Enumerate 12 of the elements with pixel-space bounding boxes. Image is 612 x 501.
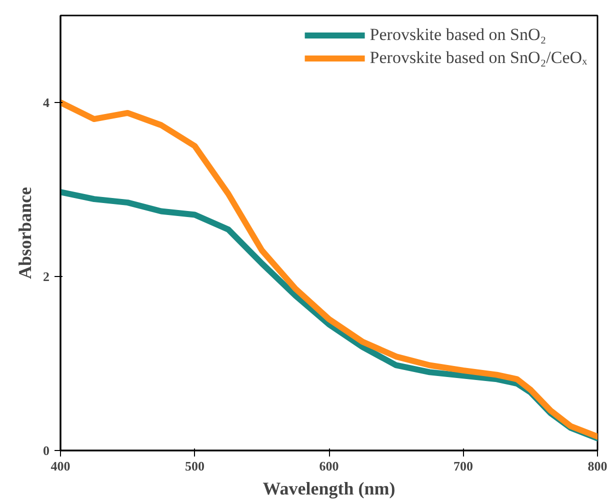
x-axis-title: Wavelength (nm) [262, 478, 396, 498]
legend-label: Perovskite based on SnO₂/CeOₓ [370, 48, 587, 68]
x-tick-label: 500 [185, 458, 204, 474]
x-tick-label: 800 [588, 458, 608, 474]
x-tick-label: 600 [319, 458, 339, 474]
y-tick-label: 4 [43, 95, 50, 110]
y-axis-title: Absorbance [15, 186, 35, 279]
y-tick-label: 0 [43, 443, 50, 458]
x-tick-label: 700 [454, 458, 473, 474]
legend-label: Perovskite based on SnO₂ [370, 25, 546, 45]
y-tick-label: 2 [43, 269, 50, 284]
x-tick-label: 400 [50, 458, 70, 474]
